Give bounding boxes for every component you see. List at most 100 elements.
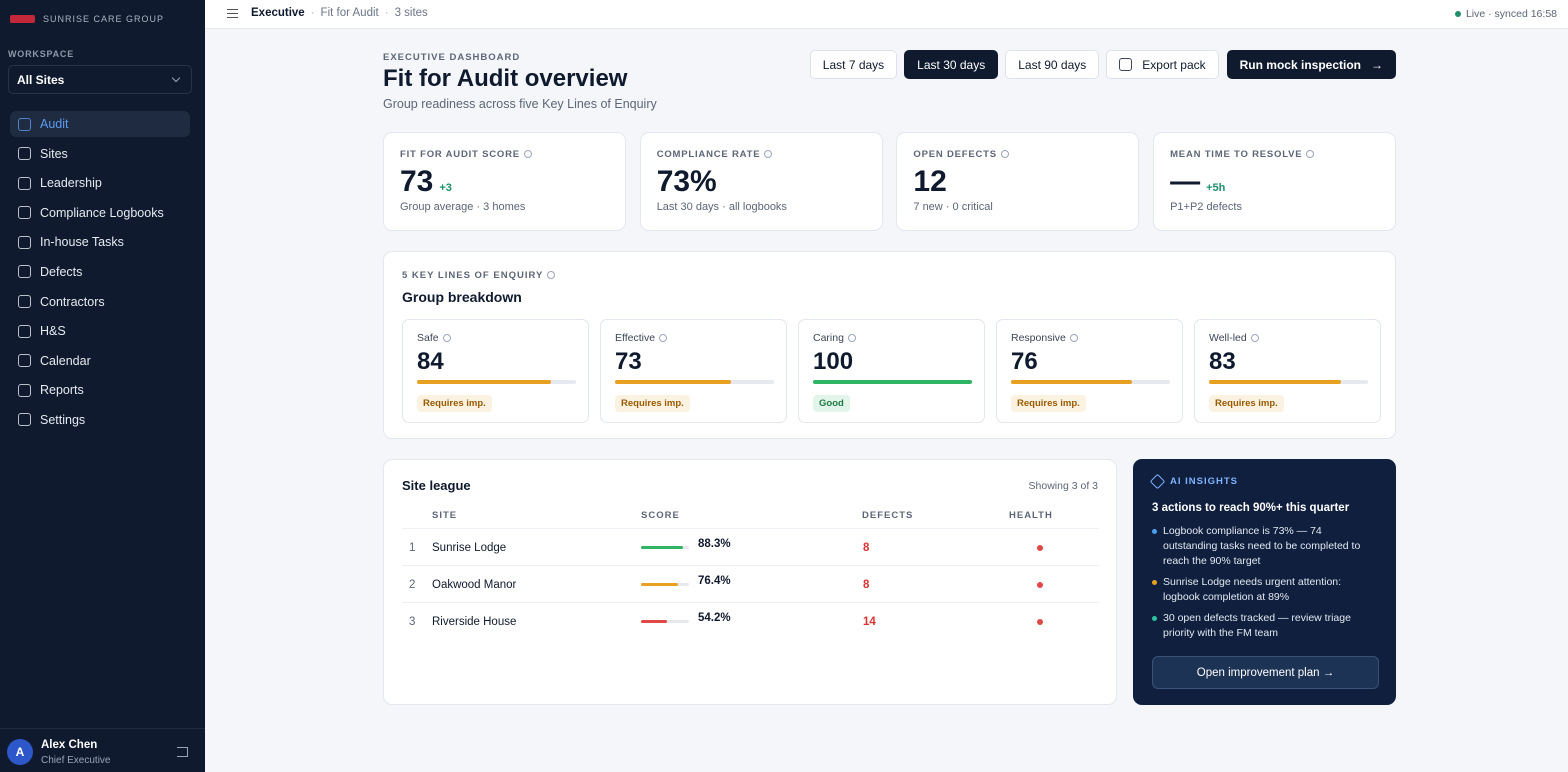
- score-bar: [641, 546, 684, 549]
- nav-item[interactable]: H&S: [10, 318, 190, 344]
- nav-item[interactable]: In-house Tasks: [10, 229, 190, 255]
- nav-item[interactable]: Contractors: [10, 289, 190, 315]
- score-bar: [641, 620, 668, 623]
- user-role: Chief Executive: [41, 755, 111, 766]
- kpi-note: Group average · 3 homes: [400, 201, 526, 213]
- column-header: SCORE: [641, 510, 680, 521]
- nav-icon: [18, 383, 31, 397]
- kloe-name-row: Safe: [417, 332, 574, 344]
- menu-button[interactable]: [227, 9, 238, 18]
- range-button[interactable]: Last 30 days: [904, 50, 999, 79]
- score-label: 54.2%: [698, 612, 731, 624]
- rank: 1: [409, 542, 416, 554]
- info-icon: [1306, 150, 1315, 158]
- export-button[interactable]: Export pack: [1106, 50, 1219, 79]
- score-track: [1209, 380, 1368, 384]
- insight-dot: [1152, 529, 1157, 534]
- info-icon: [1069, 334, 1078, 342]
- league-row[interactable]: 3 Riverside House 54.2% 14: [402, 602, 1099, 639]
- kpi-value-row: 73 +3: [400, 165, 609, 199]
- insight-text: Logbook compliance is 73% — 74 outstandi…: [1163, 525, 1361, 567]
- kloe-score: 84: [417, 348, 444, 375]
- kpi-value: 12: [913, 165, 947, 198]
- nav-item[interactable]: Leadership: [10, 170, 190, 196]
- kpi-note: 7 new · 0 critical: [913, 201, 993, 213]
- kpi-label-text: COMPLIANCE RATE: [656, 149, 761, 160]
- nav-item[interactable]: Audit: [10, 111, 190, 137]
- logout[interactable]: [177, 747, 188, 757]
- info-icon: [442, 334, 451, 342]
- nav-item[interactable]: Calendar: [10, 348, 190, 374]
- crumb[interactable]: Executive: [251, 7, 305, 19]
- insight: 30 open defects tracked — review triage …: [1152, 611, 1377, 641]
- kpi-value: 73%: [656, 165, 717, 198]
- nav-label: H&S: [40, 324, 66, 339]
- nav-item[interactable]: Defects: [10, 259, 190, 285]
- arrow-icon: →: [1371, 57, 1383, 72]
- kloe-score: 83: [1209, 348, 1236, 375]
- nav-label: Calendar: [40, 353, 91, 368]
- sparkle-icon: [1149, 473, 1166, 490]
- info-icon: [764, 150, 773, 158]
- nav-icon: [18, 206, 31, 220]
- league-panel: Site league Showing 3 of 3 SITE SCORE DEFE…: [383, 459, 1117, 705]
- nav-item[interactable]: Compliance Logbooks: [10, 200, 190, 226]
- score-track: [641, 583, 689, 586]
- crumb[interactable]: 3 sites: [394, 7, 428, 19]
- rank: 3: [409, 616, 416, 628]
- nav-label: Sites: [40, 146, 68, 161]
- nav-icon: [18, 147, 31, 161]
- crumb[interactable]: Fit for Audit: [320, 7, 379, 19]
- score-label: 88.3%: [698, 538, 731, 550]
- kloe-name: Effective: [615, 332, 656, 344]
- score-bar: [641, 583, 678, 586]
- nav-label: In-house Tasks: [40, 235, 124, 250]
- nav-item[interactable]: Settings: [10, 407, 190, 433]
- workspace-select[interactable]: All Sites: [8, 65, 192, 94]
- inspection-button[interactable]: Run mock inspection →: [1226, 50, 1396, 79]
- subtitle: Group readiness across five Key Lines of…: [383, 97, 657, 111]
- defects: 8: [863, 579, 870, 591]
- topbar: Executive · Fit for Audit · 3 sites Live · s…: [205, 0, 1568, 29]
- kpi-label-text: MEAN TIME TO RESOLVE: [1170, 149, 1303, 160]
- kpi-label-text: OPEN DEFECTS: [913, 149, 997, 160]
- nav-icon: [18, 117, 31, 131]
- kloe-name-row: Responsive: [1011, 332, 1168, 344]
- insights-list: Logbook compliance is 73% — 74 outstandi…: [1152, 524, 1377, 641]
- nav-label: Reports: [40, 383, 84, 398]
- nav-label: Compliance Logbooks: [40, 205, 164, 220]
- improvement-plan-button[interactable]: Open improvement plan →: [1152, 656, 1379, 689]
- kpi-label: MEAN TIME TO RESOLVE: [1170, 149, 1379, 160]
- info-icon: [1250, 334, 1259, 342]
- league-row[interactable]: 1 Sunrise Lodge 88.3% 8: [402, 528, 1099, 565]
- score-label: 76.4%: [698, 575, 731, 587]
- range-button[interactable]: Last 7 days: [809, 50, 898, 79]
- nav-icon: [18, 354, 31, 368]
- range-button[interactable]: Last 90 days: [1005, 50, 1100, 79]
- separator: ·: [310, 7, 315, 19]
- kloe-name: Safe: [417, 332, 439, 344]
- kloe-score: 73: [615, 348, 642, 375]
- nav-icon: [18, 295, 31, 309]
- nav-item[interactable]: Sites: [10, 141, 190, 167]
- brand-name: SUNRISE CARE GROUP: [43, 14, 165, 24]
- score-track: [1011, 380, 1170, 384]
- score-bar: [1011, 380, 1132, 384]
- kpi-note: Last 30 days · all logbooks: [656, 201, 787, 213]
- kloe-score: 100: [813, 348, 854, 375]
- status-badge: Requires imp.: [1011, 394, 1086, 412]
- nav-item[interactable]: Reports: [10, 377, 190, 403]
- kpi-label: COMPLIANCE RATE: [657, 149, 866, 160]
- kloe-items: Safe 84 Requires imp. Effective 73 Requires i…: [402, 319, 1381, 423]
- league-row[interactable]: 2 Oakwood Manor 76.4% 8: [402, 565, 1099, 602]
- nav-label: Defects: [40, 264, 83, 279]
- health-dot: [1037, 545, 1043, 551]
- kpi-card: MEAN TIME TO RESOLVE — +5h P1+P2 defects: [1153, 132, 1397, 231]
- site-name: Oakwood Manor: [432, 579, 517, 591]
- kloe-title: Group breakdown: [402, 289, 522, 305]
- nav-icon: [18, 265, 31, 279]
- nav-icon: [18, 176, 31, 190]
- insight: Sunrise Lodge needs urgent attention: lo…: [1152, 575, 1377, 605]
- site-name: Sunrise Lodge: [432, 542, 507, 554]
